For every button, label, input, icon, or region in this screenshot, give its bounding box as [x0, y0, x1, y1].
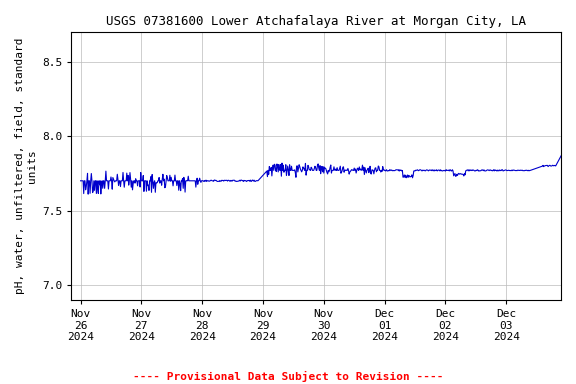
Text: ---- Provisional Data Subject to Revision ----: ---- Provisional Data Subject to Revisio…	[132, 371, 444, 382]
Y-axis label: pH, water, unfiltered, field, standard
units: pH, water, unfiltered, field, standard u…	[15, 38, 37, 294]
Title: USGS 07381600 Lower Atchafalaya River at Morgan City, LA: USGS 07381600 Lower Atchafalaya River at…	[106, 15, 526, 28]
